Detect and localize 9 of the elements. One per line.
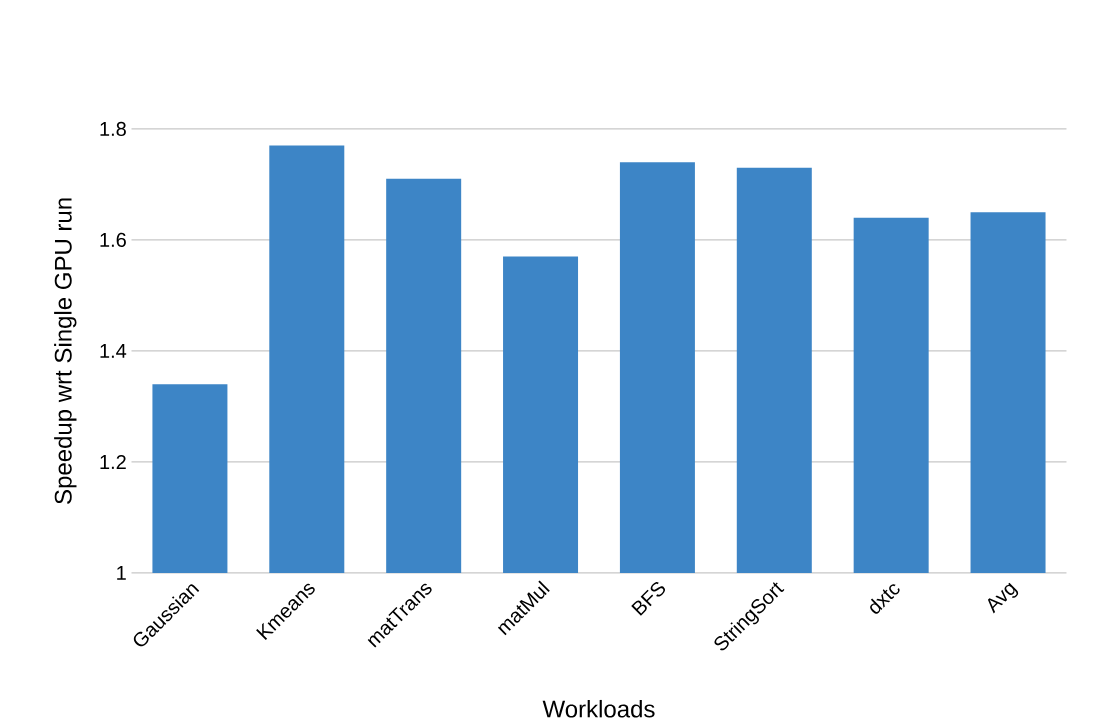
x-axis-title: Workloads [542, 699, 655, 718]
y-tick-label: 1.4 [100, 344, 127, 358]
x-tick-label: dxtc [870, 584, 900, 614]
y-axis-title: Speedup wrt Single GPU run [54, 198, 77, 504]
y-tick-label: 1 [117, 566, 126, 580]
y-tick-label: 1.6 [100, 232, 126, 247]
y-tick-label: 1.8 [100, 121, 126, 136]
x-tick-label: Avg [987, 582, 1019, 614]
y-tick-label: 1.2 [100, 454, 126, 469]
